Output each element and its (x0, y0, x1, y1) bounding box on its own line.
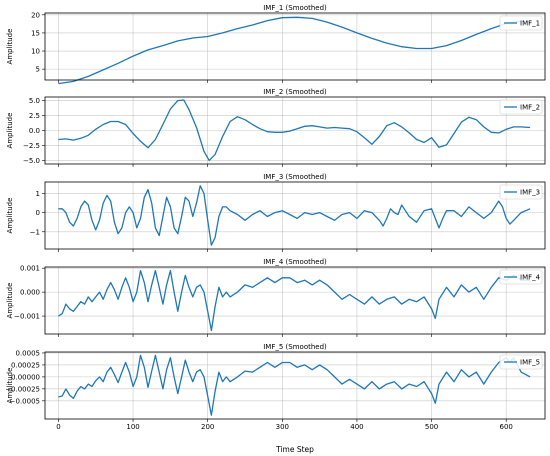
panel-title-4: IMF_4 (Smoothed) (263, 258, 327, 266)
panel-title-5: IMF_5 (Smoothed) (263, 343, 327, 351)
y-axis-label: Amplitude (6, 29, 14, 65)
x-tick-label: 500 (425, 423, 438, 431)
series-line-IMF_1 (58, 16, 531, 85)
panel-title-1: IMF_1 (Smoothed) (263, 4, 327, 12)
panel-title-3: IMF_3 (Smoothed) (263, 173, 327, 181)
axes-frame (44, 96, 546, 165)
legend-label: IMF_2 (520, 104, 540, 112)
x-tick-label: 0 (56, 423, 60, 431)
x-tick-label: 300 (276, 423, 289, 431)
y-tick-label: 0.00025 (11, 361, 40, 369)
x-tick-label: 400 (350, 423, 363, 431)
y-tick-label: 10 (31, 48, 40, 56)
x-axis-label: Time Step (275, 445, 314, 454)
axes-frame (44, 351, 546, 420)
legend-box (499, 15, 543, 31)
panel-title-2: IMF_2 (Smoothed) (263, 88, 327, 96)
y-tick-label: −0.0005 (10, 397, 40, 405)
axes-frame (44, 266, 546, 335)
series-line-IMF_3 (58, 185, 531, 246)
series-line-IMF_2 (58, 99, 531, 162)
y-tick-label: −0.00025 (5, 385, 40, 393)
y-tick-label: 0.001 (20, 265, 40, 273)
y-tick-label: 0.000 (20, 289, 40, 297)
series-line-IMF_4 (58, 269, 531, 332)
y-tick-label: 5.0 (29, 97, 40, 105)
legend-box (499, 99, 543, 115)
y-axis-label: Amplitude (6, 198, 14, 234)
legend-label: IMF_3 (520, 189, 540, 197)
y-tick-label: 0.0 (29, 127, 40, 135)
y-axis-label: Amplitude (6, 368, 14, 404)
x-tick-label: 200 (201, 423, 214, 431)
y-tick-label: 0.00000 (11, 373, 40, 381)
y-tick-label: 0 (36, 209, 40, 217)
y-axis-label: Amplitude (6, 283, 14, 319)
axes-frame (44, 12, 546, 81)
y-tick-label: −5.0 (23, 157, 40, 165)
y-tick-label: 15 (31, 29, 40, 37)
y-axis-label: Amplitude (6, 113, 14, 149)
y-tick-label: 20 (31, 11, 40, 19)
legend-label: IMF_5 (520, 359, 540, 367)
y-tick-label: 5 (36, 66, 40, 74)
legend-box (499, 269, 543, 285)
y-tick-label: −0.001 (14, 313, 40, 321)
y-tick-label: 1 (36, 190, 40, 198)
series-line-IMF_5 (58, 354, 531, 416)
axes-frame (44, 181, 546, 250)
legend-box (499, 354, 543, 370)
legend-label: IMF_1 (520, 20, 540, 28)
legend-box (499, 184, 543, 200)
legend-label: IMF_4 (520, 274, 541, 282)
x-tick-label: 100 (126, 423, 139, 431)
y-tick-label: −2.5 (23, 142, 40, 150)
x-tick-label: 600 (500, 423, 513, 431)
y-tick-label: 2.5 (29, 112, 40, 120)
y-tick-label: −1 (30, 228, 40, 236)
y-tick-label: 0.0005 (16, 349, 41, 357)
